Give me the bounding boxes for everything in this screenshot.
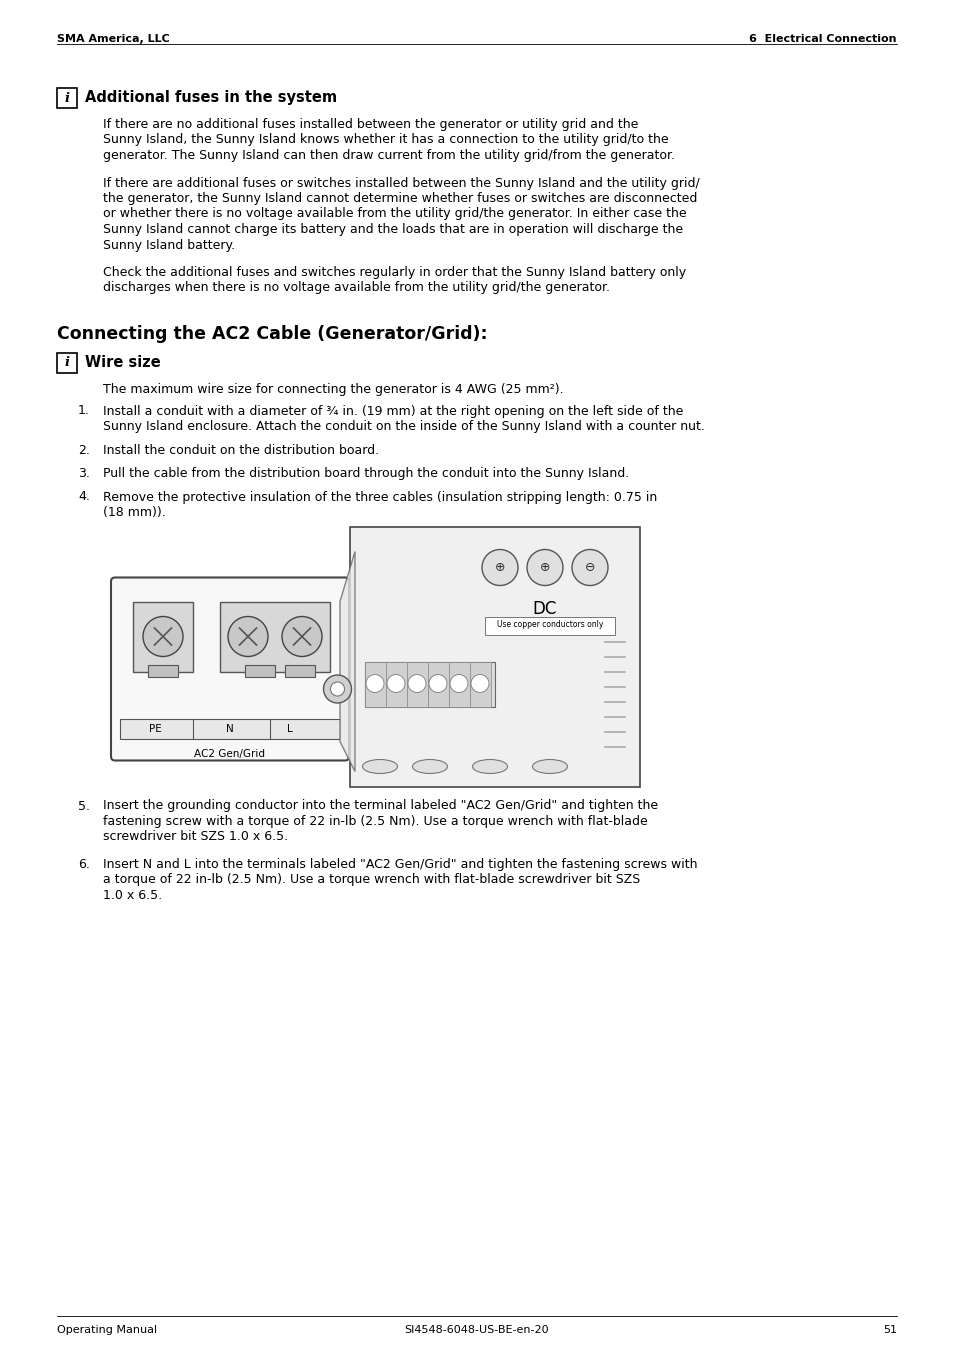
Circle shape [282,617,322,657]
Text: ⊕: ⊕ [539,561,550,575]
Bar [57,88,77,108]
Ellipse shape [362,760,397,773]
Text: Additional fuses in the system: Additional fuses in the system [85,91,336,105]
Text: SI4548-6048-US-BE-en-20: SI4548-6048-US-BE-en-20 [404,1325,549,1334]
Text: Sunny Island, the Sunny Island knows whether it has a connection to the utility : Sunny Island, the Sunny Island knows whe… [103,134,668,146]
Text: Sunny Island cannot charge its battery and the loads that are in operation will : Sunny Island cannot charge its battery a… [103,223,682,237]
Bar [120,718,339,738]
Text: Sunny Island enclosure. Attach the conduit on the inside of the Sunny Island wit: Sunny Island enclosure. Attach the condu… [103,420,704,433]
Text: 6  Electrical Connection: 6 Electrical Connection [749,34,896,45]
Text: ⊖: ⊖ [584,561,595,575]
Text: 1.0 x 6.5.: 1.0 x 6.5. [103,890,162,902]
Text: 1.: 1. [78,404,90,418]
Circle shape [143,617,183,657]
Bar [484,617,615,634]
Circle shape [366,675,384,692]
Text: Insert the grounding conductor into the terminal labeled "AC2 Gen/Grid" and tigh: Insert the grounding conductor into the … [103,799,658,813]
Ellipse shape [472,760,507,773]
Bar [148,664,178,676]
Text: Connecting the AC2 Cable (Generator/Grid):: Connecting the AC2 Cable (Generator/Grid… [57,324,487,343]
Text: Insert N and L into the terminals labeled "AC2 Gen/Grid" and tighten the fasteni: Insert N and L into the terminals labele… [103,859,697,871]
Text: 2.: 2. [78,443,90,457]
Text: Remove the protective insulation of the three cables (insulation stripping lengt: Remove the protective insulation of the … [103,491,657,503]
Circle shape [450,675,468,692]
Bar [132,602,193,672]
Text: The maximum wire size for connecting the generator is 4 AWG (25 mm²).: The maximum wire size for connecting the… [103,383,563,396]
Circle shape [429,675,447,692]
Circle shape [323,675,351,703]
Text: Pull the cable from the distribution board through the conduit into the Sunny Is: Pull the cable from the distribution boa… [103,466,629,480]
Text: Install a conduit with a diameter of ¾ in. (19 mm) at the right opening on the l: Install a conduit with a diameter of ¾ i… [103,404,682,418]
Text: Wire size: Wire size [85,356,161,370]
Polygon shape [339,552,355,772]
Circle shape [387,675,405,692]
Text: discharges when there is no voltage available from the utility grid/the generato: discharges when there is no voltage avai… [103,281,609,295]
Circle shape [481,549,517,585]
Bar [365,661,386,707]
FancyBboxPatch shape [111,577,349,760]
Text: ⊕: ⊕ [495,561,505,575]
Text: 3.: 3. [78,466,90,480]
Bar [407,661,428,707]
Text: If there are additional fuses or switches installed between the Sunny Island and: If there are additional fuses or switche… [103,177,699,189]
Circle shape [408,675,426,692]
Text: 4.: 4. [78,491,90,503]
Text: SMA America, LLC: SMA America, LLC [57,34,170,45]
Bar [285,664,314,676]
Text: 51: 51 [882,1325,896,1334]
Bar [428,661,449,707]
Text: PE: PE [149,723,161,734]
Text: Install the conduit on the distribution board.: Install the conduit on the distribution … [103,443,378,457]
Text: the generator, the Sunny Island cannot determine whether fuses or switches are d: the generator, the Sunny Island cannot d… [103,192,697,206]
Text: Sunny Island battery.: Sunny Island battery. [103,238,234,251]
Text: Check the additional fuses and switches regularly in order that the Sunny Island: Check the additional fuses and switches … [103,266,685,279]
Text: If there are no additional fuses installed between the generator or utility grid: If there are no additional fuses install… [103,118,638,131]
Circle shape [471,675,489,692]
Text: DC: DC [533,599,557,618]
Text: fastening screw with a torque of 22 in-lb (2.5 Nm). Use a torque wrench with fla: fastening screw with a torque of 22 in-l… [103,815,647,827]
Circle shape [572,549,607,585]
Text: 5.: 5. [78,799,90,813]
Text: a torque of 22 in-lb (2.5 Nm). Use a torque wrench with flat-blade screwdriver b: a torque of 22 in-lb (2.5 Nm). Use a tor… [103,873,639,887]
Text: or whether there is no voltage available from the utility grid/the generator. In: or whether there is no voltage available… [103,207,686,220]
Bar [386,661,407,707]
Ellipse shape [532,760,567,773]
Text: i: i [65,357,70,369]
Text: Use copper conductors only: Use copper conductors only [497,621,602,629]
Bar [449,661,470,707]
Text: AC2 Gen/Grid: AC2 Gen/Grid [194,749,265,758]
Text: generator. The Sunny Island can then draw current from the utility grid/from the: generator. The Sunny Island can then dra… [103,149,675,162]
Circle shape [330,681,344,696]
Text: Operating Manual: Operating Manual [57,1325,157,1334]
Bar [365,661,495,707]
Bar [245,664,274,676]
Text: L: L [287,723,293,734]
Circle shape [228,617,268,657]
Bar [470,661,491,707]
Bar [57,353,77,373]
Ellipse shape [412,760,447,773]
Text: 6.: 6. [78,859,90,871]
Circle shape [526,549,562,585]
Text: (18 mm)).: (18 mm)). [103,506,166,519]
Bar [220,602,330,672]
FancyBboxPatch shape [350,526,639,787]
Text: N: N [226,723,233,734]
Text: screwdriver bit SZS 1.0 x 6.5.: screwdriver bit SZS 1.0 x 6.5. [103,830,288,844]
Text: i: i [65,92,70,104]
